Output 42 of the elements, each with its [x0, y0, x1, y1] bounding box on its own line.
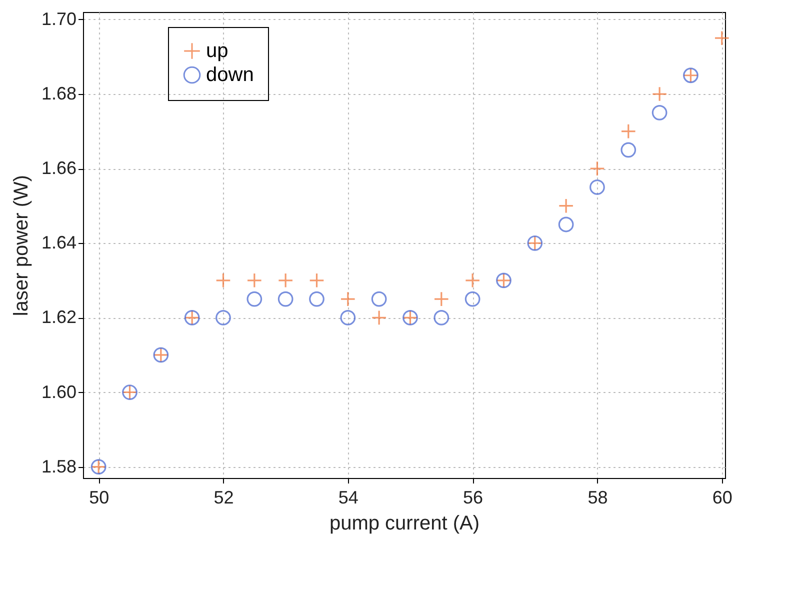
point: [652, 86, 668, 102]
point: [590, 180, 605, 195]
x-tick-label: 50: [89, 488, 110, 508]
point: [464, 291, 480, 307]
point: [216, 310, 231, 326]
point: [246, 272, 262, 288]
point: [309, 291, 324, 307]
point: [371, 291, 387, 307]
x-tick-label: 58: [588, 488, 608, 508]
point: [558, 198, 574, 214]
point: [340, 310, 356, 326]
x-tick-label: 60: [712, 488, 732, 508]
legend-label: up: [206, 40, 228, 62]
y-tick-label: 1.60: [41, 382, 76, 402]
x-tick-label: 56: [463, 488, 484, 508]
point: [340, 291, 356, 307]
point: [620, 124, 636, 139]
point: [714, 30, 730, 46]
point: [309, 272, 324, 288]
x-tick-label: 54: [338, 488, 358, 508]
y-tick-label: 1.64: [41, 232, 76, 253]
legend-label: down: [206, 64, 254, 86]
point: [434, 291, 450, 307]
x-axis-title: pump current (A): [329, 512, 480, 534]
point: [464, 272, 480, 288]
y-tick-label: 1.58: [41, 456, 76, 476]
point: [434, 310, 450, 326]
point: [278, 291, 294, 307]
point: [652, 104, 668, 120]
y-tick-label: 1.68: [41, 84, 76, 104]
x-tick-label: 52: [214, 488, 234, 508]
point: [246, 291, 262, 307]
point: [620, 142, 636, 158]
point: [371, 310, 387, 326]
y-axis-title: laser power (W): [10, 174, 32, 316]
point: [590, 160, 605, 176]
point: [216, 272, 231, 288]
y-tick-label: 1.62: [41, 307, 76, 328]
point: [558, 216, 574, 232]
y-tick-label: 1.70: [41, 8, 76, 29]
point: [278, 272, 294, 288]
y-tick-label: 1.66: [41, 158, 76, 178]
